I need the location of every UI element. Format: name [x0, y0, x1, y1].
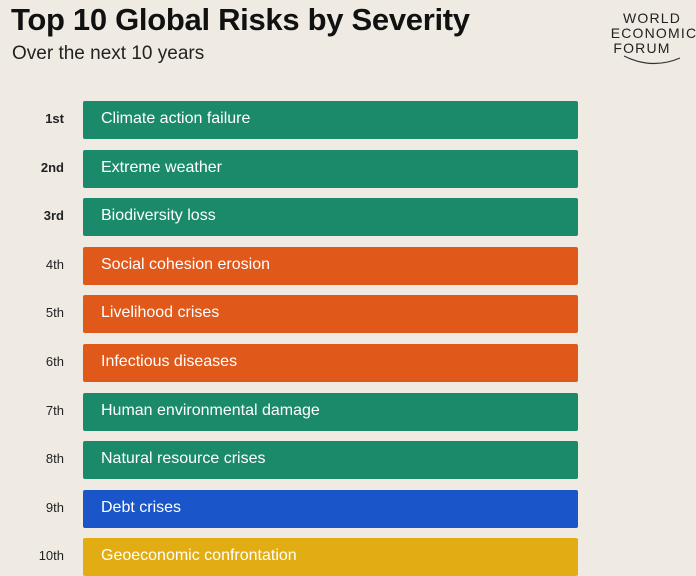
risk-rank: 4th	[45, 257, 64, 272]
risk-row: 7th Human environmental damage	[0, 393, 600, 431]
risk-bar: Climate action failure	[83, 101, 578, 139]
risk-bar: Natural resource crises	[83, 441, 578, 479]
risk-bar: Geoeconomic confrontation	[83, 538, 578, 576]
risk-label: Livelihood crises	[101, 304, 220, 321]
risk-bar: Extreme weather	[83, 150, 578, 188]
risk-bar: Livelihood crises	[83, 295, 578, 333]
risk-bar: Infectious diseases	[83, 344, 578, 382]
risk-rank: 3rd	[43, 208, 64, 223]
risk-row: 6th Infectious diseases	[0, 344, 600, 382]
page-subtitle: Over the next 10 years	[12, 43, 205, 64]
risk-rank: 1st	[45, 111, 64, 126]
risk-rank: 10th	[38, 548, 64, 563]
risk-bar: Human environmental damage	[83, 393, 578, 431]
risk-row: 3rd Biodiversity loss	[0, 198, 600, 236]
page-title: Top 10 Global Risks by Severity	[11, 2, 470, 37]
risk-row: 4th Social cohesion erosion	[0, 247, 600, 285]
risk-label: Human environmental damage	[101, 402, 320, 419]
risk-bar: Biodiversity loss	[83, 198, 578, 236]
logo-line-3: FORUM	[613, 40, 671, 56]
risk-row: 9th Debt crises	[0, 490, 600, 528]
risk-rank: 5th	[45, 305, 64, 320]
risk-rank: 6th	[45, 354, 64, 369]
wef-logo: WORLD ECONOMIC FORUM	[608, 6, 696, 72]
risk-label: Climate action failure	[101, 110, 251, 127]
risk-row: 10th Geoeconomic confrontation	[0, 538, 600, 576]
logo-swoosh-icon	[623, 55, 681, 65]
risk-label: Social cohesion erosion	[101, 256, 270, 273]
risk-rank: 8th	[45, 451, 64, 466]
risk-rank: 9th	[45, 500, 64, 515]
risk-rank: 2nd	[40, 160, 64, 175]
risk-bar: Debt crises	[83, 490, 578, 528]
risk-row: 1st Climate action failure	[0, 101, 600, 139]
risk-label: Debt crises	[101, 499, 182, 516]
risk-row: 5th Livelihood crises	[0, 295, 600, 333]
risk-label: Geoeconomic confrontation	[101, 547, 297, 564]
risk-label: Infectious diseases	[101, 353, 238, 370]
logo-line-1: WORLD	[622, 10, 682, 26]
risk-row: 2nd Extreme weather	[0, 150, 600, 188]
risk-bar: Social cohesion erosion	[83, 247, 578, 285]
risk-label: Extreme weather	[101, 159, 222, 176]
risk-label: Biodiversity loss	[101, 207, 216, 224]
risk-rank: 7th	[45, 403, 64, 418]
logo-line-2: ECONOMIC	[610, 25, 696, 41]
risk-label: Natural resource crises	[101, 450, 266, 467]
risk-row: 8th Natural resource crises	[0, 441, 600, 479]
